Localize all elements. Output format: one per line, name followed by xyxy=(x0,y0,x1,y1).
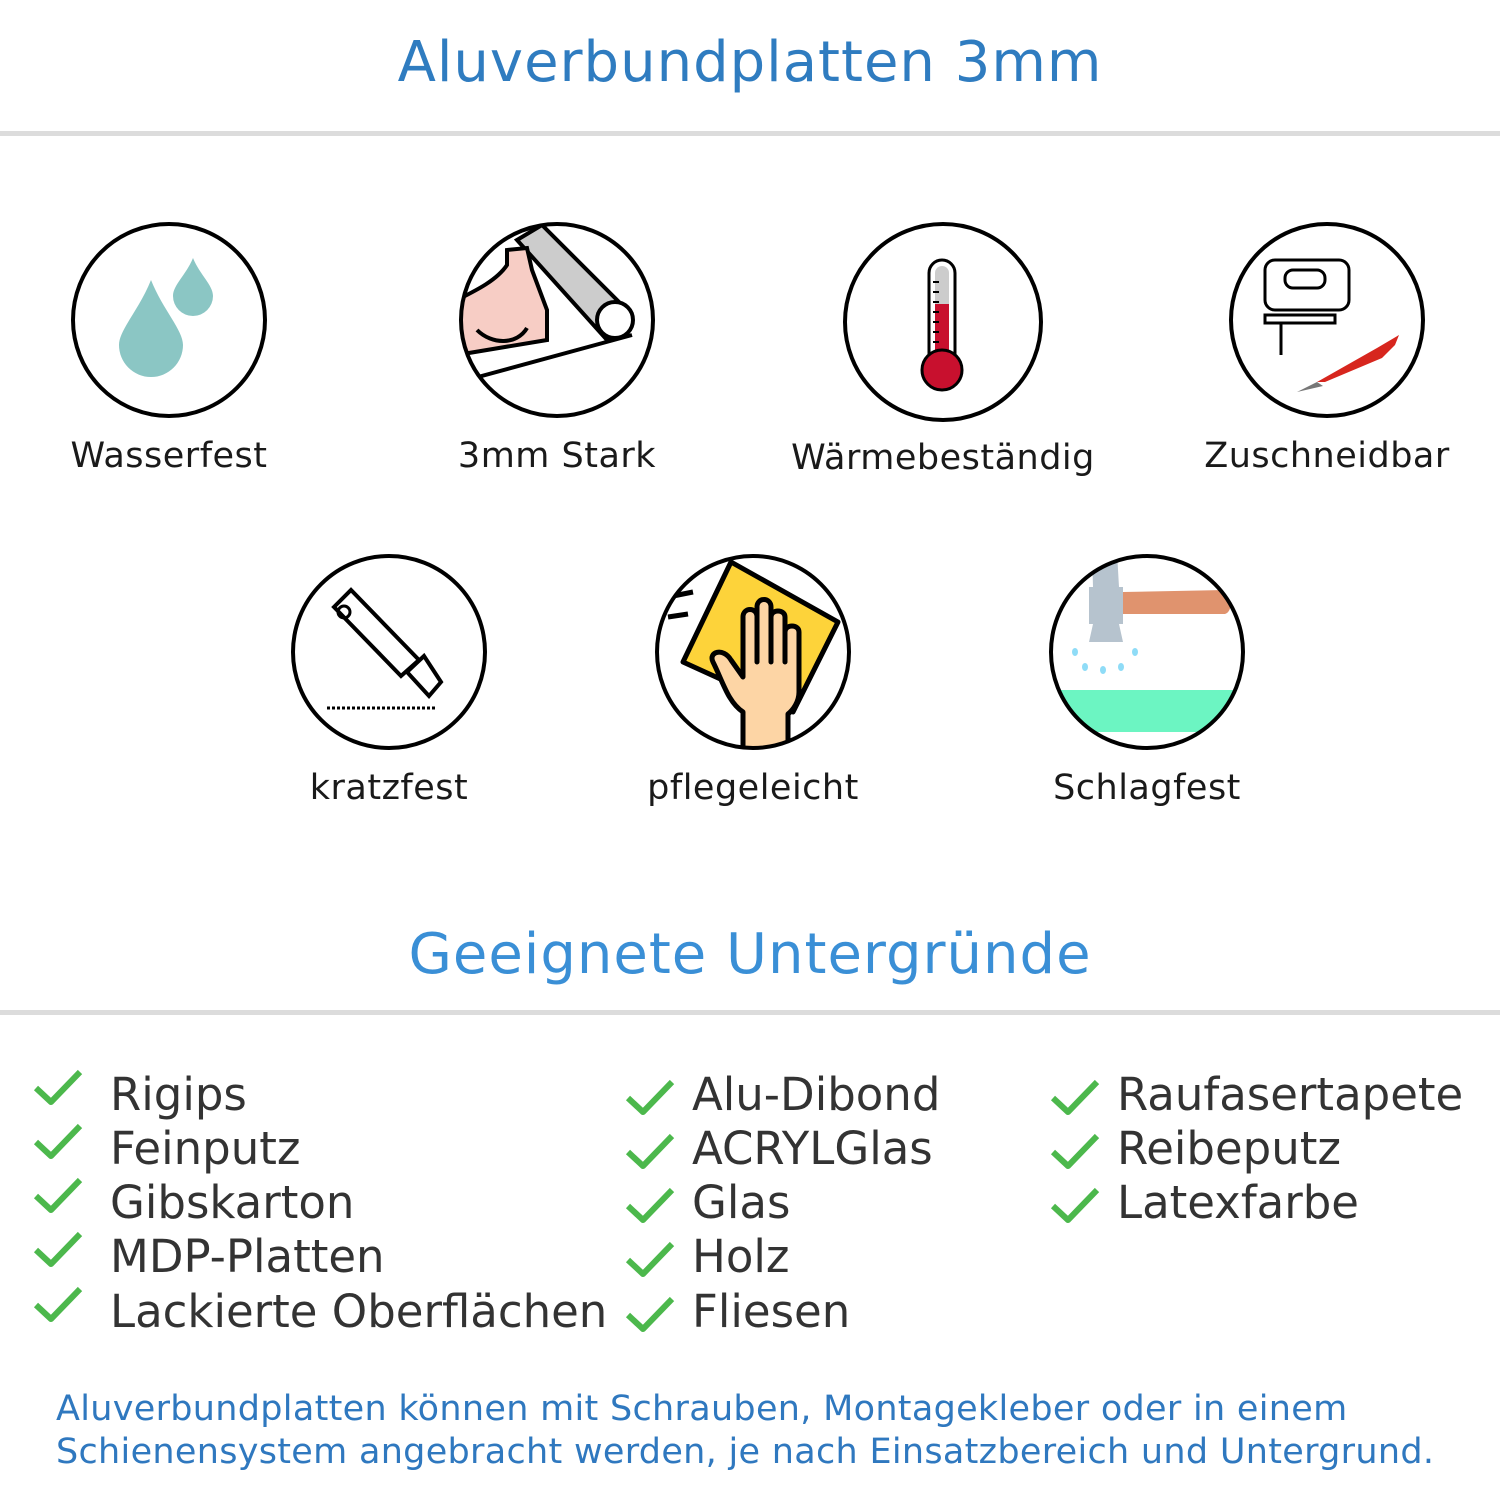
strong-arm-icon xyxy=(459,222,655,418)
checkmark-icon xyxy=(625,1187,675,1223)
feature-3mm-stark: 3mm Stark xyxy=(377,220,737,476)
jigsaw-icon xyxy=(1229,222,1425,418)
checkmark-icon xyxy=(33,1177,83,1213)
feature-kratzfest: kratzfest xyxy=(209,552,569,808)
feature-label: Wärmebeständig xyxy=(791,438,1095,478)
feature-zuschneidbar: Zuschneidbar xyxy=(1147,220,1500,476)
feature-label: pflegeleicht xyxy=(647,768,859,808)
footer-line: Aluverbundplatten können mit Schrauben, … xyxy=(56,1389,1348,1429)
list-item-label: ACRYLGlas xyxy=(692,1122,933,1175)
feature-label: Wasserfest xyxy=(70,436,268,476)
list-item-label: Glas xyxy=(692,1176,791,1229)
thermometer-icon xyxy=(843,222,1043,422)
feature-label: Schlagfest xyxy=(1053,768,1241,808)
checkmark-icon xyxy=(625,1296,675,1332)
list-item-label: Rigips xyxy=(110,1068,247,1121)
feature-wasserfest: Wasserfest xyxy=(0,220,349,476)
feature-label: Zuschneidbar xyxy=(1204,436,1450,476)
substrates-title: Geeignete Untergründe xyxy=(408,922,1092,987)
list-item-label: Reibeputz xyxy=(1117,1122,1342,1175)
checkmark-icon xyxy=(625,1079,675,1115)
list-item-label: MDP-Platten xyxy=(110,1230,385,1283)
list-item-label: Fliesen xyxy=(692,1285,851,1338)
feature-waermebestaendig: Wärmebeständig xyxy=(763,222,1123,478)
checkmark-icon xyxy=(33,1286,83,1322)
divider xyxy=(0,131,1500,136)
list-item-label: Holz xyxy=(692,1230,790,1283)
checkmark-icon xyxy=(625,1241,675,1277)
list-item-label: Feinputz xyxy=(110,1122,301,1175)
footer-line: Schienensystem angebracht werden, je nac… xyxy=(56,1432,1435,1472)
checkmark-icon xyxy=(33,1069,83,1105)
list-item-label: Raufasertapete xyxy=(1117,1068,1464,1121)
checkmark-icon xyxy=(33,1123,83,1159)
hand-cloth-icon xyxy=(655,554,851,750)
checkmark-icon xyxy=(625,1133,675,1169)
list-item-label: Alu-Dibond xyxy=(692,1068,941,1121)
checkmark-icon xyxy=(1050,1079,1100,1115)
checkmark-icon xyxy=(1050,1133,1100,1169)
divider xyxy=(0,1010,1500,1015)
footer-note: Aluverbundplatten können mit Schrauben, … xyxy=(56,1388,1434,1474)
feature-label: kratzfest xyxy=(309,768,469,808)
cutter-knife-icon xyxy=(291,554,487,750)
list-item-label: Gibskarton xyxy=(110,1176,355,1229)
checkmark-icon xyxy=(1050,1187,1100,1223)
feature-pflegeleicht: pflegeleicht xyxy=(573,552,933,808)
page-title: Aluverbundplatten 3mm xyxy=(397,30,1103,95)
feature-label: 3mm Stark xyxy=(457,436,657,476)
checkmark-icon xyxy=(33,1231,83,1267)
hammer-icon xyxy=(1049,554,1245,750)
feature-schlagfest: Schlagfest xyxy=(967,552,1327,808)
water-drops-icon xyxy=(71,222,267,418)
list-item-label: Latexfarbe xyxy=(1117,1176,1359,1229)
list-item-label: Lackierte Oberflächen xyxy=(110,1285,608,1338)
